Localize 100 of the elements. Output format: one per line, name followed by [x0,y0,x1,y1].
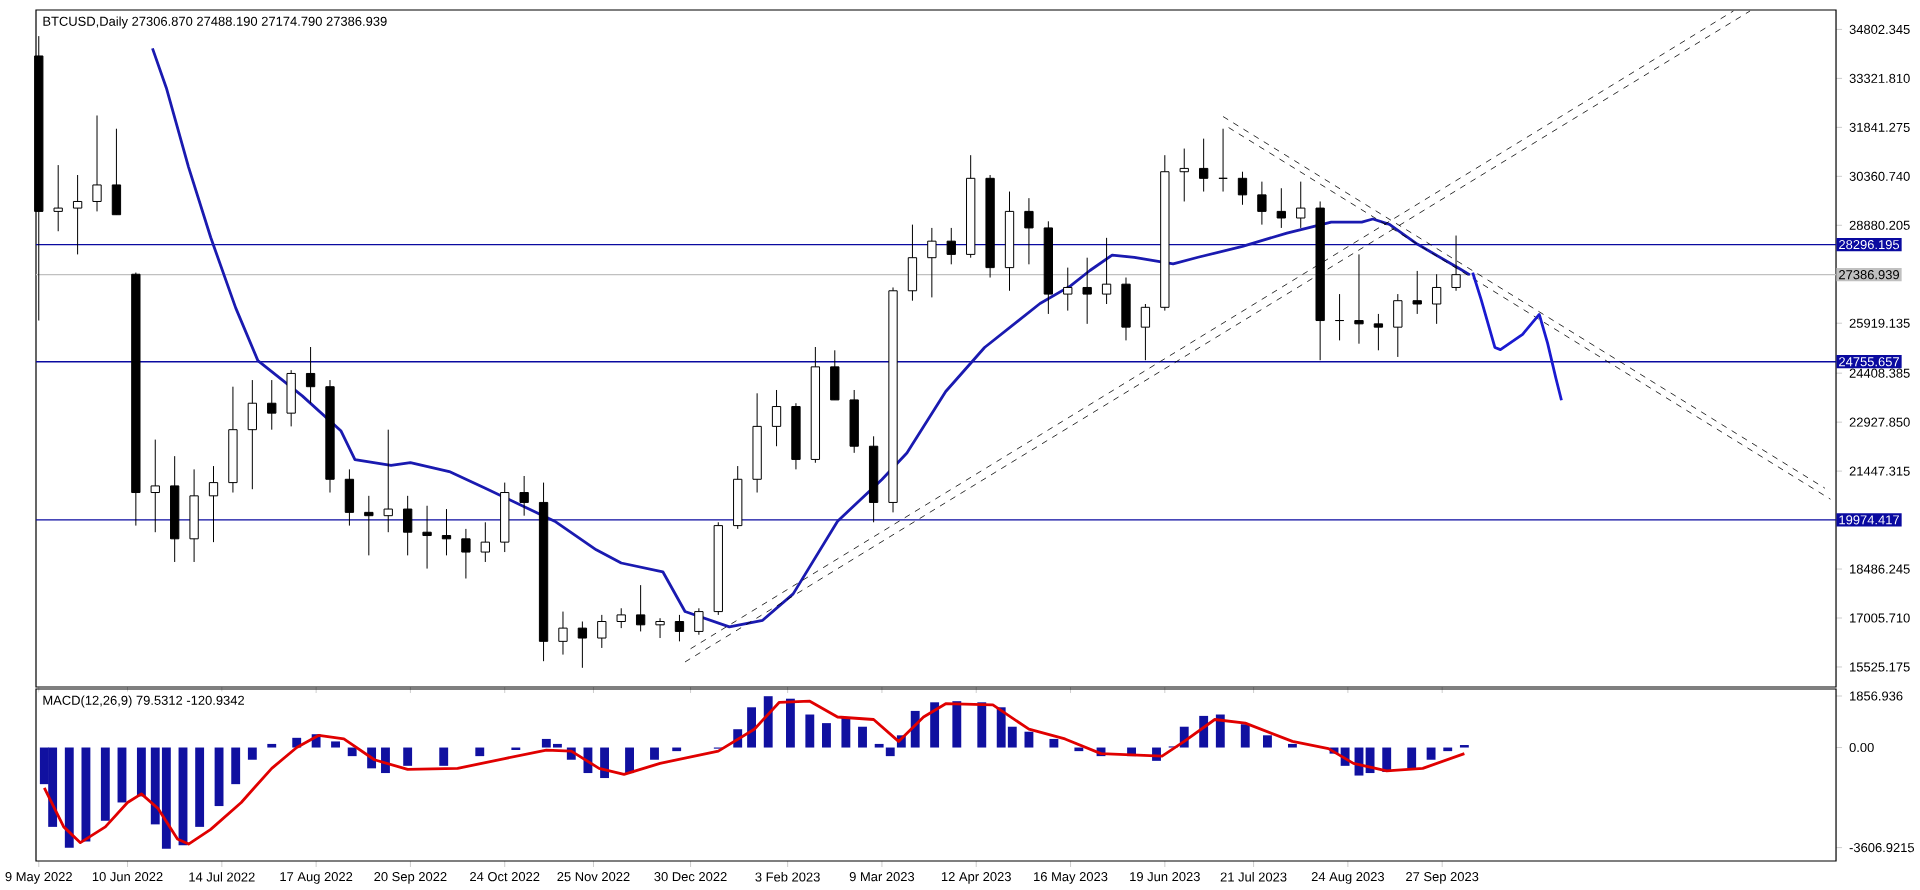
bar [100,747,110,821]
bar [552,743,562,748]
bar [247,747,257,760]
bar [150,747,160,825]
candlestick [1063,267,1073,312]
x-tick-label: 21 Jul 2023 [1220,872,1287,882]
candlestick [461,528,471,580]
bar [1240,724,1250,748]
bar [805,714,815,748]
ref-line-label: 27386.939 [1839,270,1900,280]
x-tick-label: 9 May 2022 [5,872,72,884]
candlestick [305,346,316,404]
candlestick [1140,303,1151,361]
candlestick [1082,257,1092,325]
bar [403,747,413,766]
candlestick [1412,270,1422,315]
bar [747,707,757,748]
candlestick [1237,171,1248,206]
y-tick-label: 15525.175 [1850,662,1910,672]
bar [439,747,449,766]
y-tick-label: 22927.850 [1849,417,1910,427]
line-series [1471,271,1563,402]
candlestick [1431,273,1442,325]
y-tick-label: 17005.710 [1850,613,1910,623]
bar [785,698,795,748]
bar [858,726,867,748]
y-tick-label: 25919.135 [1849,318,1910,328]
bar [841,717,851,748]
bar [650,747,659,760]
bar [475,747,485,757]
bar [1459,745,1469,748]
bar [267,743,277,748]
x-tick-label: 24 Aug 2023 [1311,872,1385,884]
candlestick [72,174,83,255]
bar [1024,731,1034,748]
candlestick [597,614,607,649]
candlestick [208,465,219,543]
y-tick-label: 30360.740 [1849,171,1910,181]
y-tick-label: 31841.275 [1849,122,1910,132]
bar [81,747,91,842]
bar [1407,747,1417,769]
ref-line-label: 19974.417 [1839,515,1899,525]
candlestick [655,617,665,639]
bar [541,738,551,748]
y-tick-label: 0.00 [1849,742,1874,753]
x-tick-label: 30 Dec 2022 [654,872,727,882]
y-tick-label: 1856.936 [1850,691,1903,701]
bar [64,747,74,848]
x-tick-label: 19 Jun 2023 [1130,872,1200,882]
candlestick [1373,313,1384,351]
candlestick [422,505,432,570]
candlestick [150,439,160,533]
chart-title: BTCUSD,Daily 27306.870 27488.190 27174.790 27386.939 [43,16,387,29]
x-tick-label: 24 Oct 2022 [470,872,540,882]
candlestick [364,495,374,556]
candlestick [927,227,937,298]
candlestick [1101,237,1112,305]
x-tick-label: 16 May 2023 [1034,872,1108,884]
x-tick-label: 10 Jun 2022 [92,872,163,882]
bar [195,747,205,827]
x-tick-label: 17 Aug 2022 [280,872,353,884]
chart-title: MACD(12,26,9) 79.5312 -120.9342 [43,695,244,708]
y-tick-label: 18486.245 [1850,564,1910,574]
bar [625,747,634,774]
candlestick [1451,235,1461,292]
bar [347,747,357,757]
ref-line-label: 28296.195 [1839,240,1900,250]
x-tick-label: 14 Jul 2022 [189,872,255,882]
bar [930,702,940,748]
candlestick [694,607,704,636]
bar [822,723,831,748]
bar [231,747,241,785]
candlestick [674,614,685,642]
bar [977,702,987,748]
y-tick-label: -3606.9215 [1849,843,1915,853]
x-tick-label: 9 Mar 2023 [849,872,915,882]
bar [1263,735,1272,748]
x-tick-label: 20 Sep 2022 [374,872,447,884]
candlestick [616,607,626,629]
bar [952,701,962,748]
candlestick [402,495,413,556]
candlestick [577,621,588,669]
candlestick [519,475,529,517]
y-tick-label: 33321.810 [1849,73,1910,83]
bar [136,747,146,797]
candlestick [946,227,956,265]
candlestick [1296,181,1306,229]
bar [996,707,1006,748]
candlestick [480,521,490,563]
candlestick [441,508,452,556]
y-tick-label: 28880.205 [1849,220,1910,230]
x-tick-label: 12 Apr 2023 [941,872,1011,884]
candlestick [771,389,782,447]
candlestick [1257,181,1267,226]
ref-line-label: 24755.657 [1839,357,1899,367]
candlestick [53,164,63,232]
candlestick [1354,253,1364,345]
bar [1215,714,1225,748]
y-tick-label: 21447.315 [1849,466,1910,476]
bar [1426,747,1436,760]
